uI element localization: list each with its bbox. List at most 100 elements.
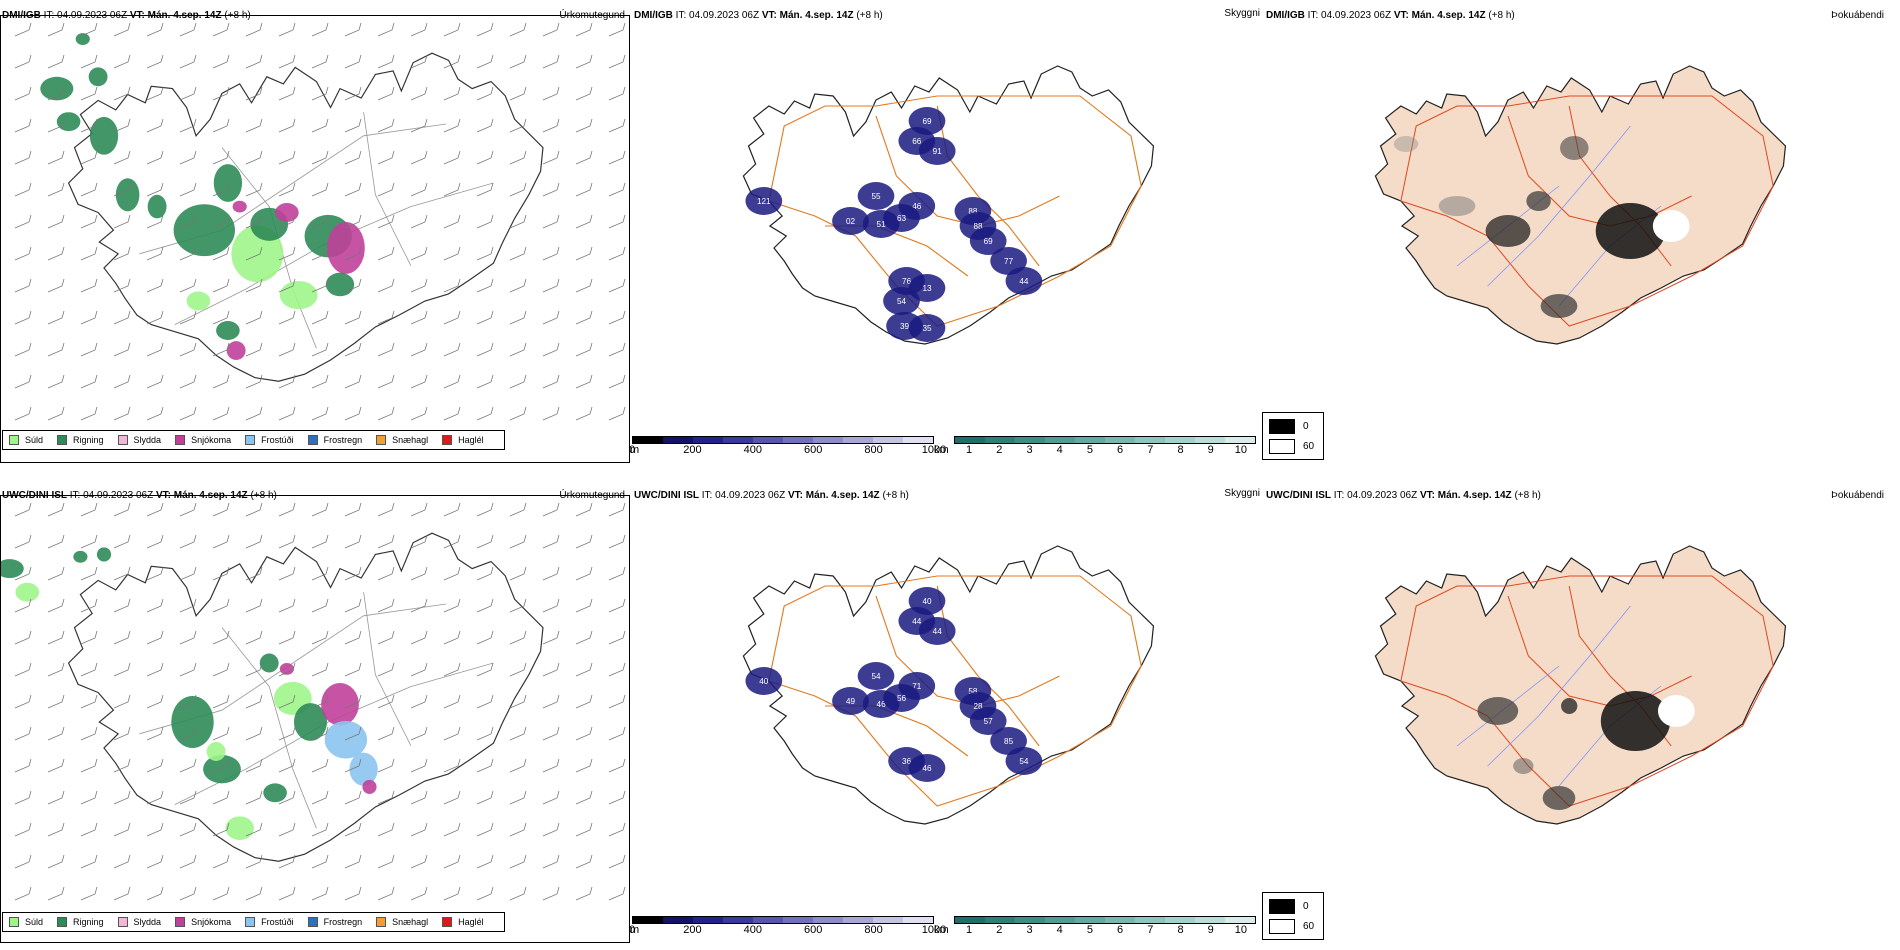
legend-item: Súld <box>9 435 43 445</box>
colorbar-tick: 5 <box>1086 444 1093 456</box>
legend-item: Haglél <box>442 435 484 445</box>
colorbar-tick: 10 <box>1234 924 1248 936</box>
colorbar-tick: 9 <box>1207 924 1214 936</box>
coastline <box>67 532 544 862</box>
precip-area <box>279 663 294 675</box>
visibility-value: 88 <box>973 222 983 231</box>
visibility-value: 44 <box>1019 277 1029 286</box>
colorbar-tick: 1 <box>966 444 973 456</box>
colorbar-tick: 2 <box>996 924 1003 936</box>
fog-area <box>1540 294 1578 318</box>
iceland-fog-map <box>1374 65 1787 345</box>
precip-area <box>327 221 365 274</box>
precip-area <box>349 752 378 786</box>
low-visibility-area <box>857 182 895 210</box>
colorbar-tick: 7 <box>1147 924 1154 936</box>
precip-area <box>203 755 241 784</box>
legend-item: Snjókoma <box>175 917 231 927</box>
legend-item: Frostregn <box>307 435 362 445</box>
legend-item: Snjókoma <box>175 435 231 445</box>
legend-item: Haglél <box>442 917 484 927</box>
visibility-value: 76 <box>902 277 912 286</box>
precip-area <box>321 683 359 726</box>
precip-area <box>263 783 287 803</box>
visibility-value: 54 <box>897 297 907 306</box>
fog-area <box>1595 203 1666 259</box>
visibility-value: 46 <box>877 700 887 709</box>
colorbar-tick: 8 <box>1177 444 1184 456</box>
visibility-value: 49 <box>846 697 856 706</box>
colorbar-tick: 1000 <box>921 924 947 936</box>
panel-title: DMI/IGB IT: 04.09.2023 06Z VT: Mán. 4.se… <box>634 10 883 21</box>
visibility-value: 28 <box>973 702 983 711</box>
colorbar-tick: 5 <box>1086 924 1093 936</box>
precip-area <box>73 550 88 563</box>
precip-area <box>40 76 74 101</box>
colorbar-tick: 400 <box>743 924 762 936</box>
low-visibility-area <box>745 187 783 215</box>
panel-product: Þokuábendi <box>1831 10 1884 21</box>
colorbar-tick: 1000 <box>921 444 947 456</box>
visibility-m-colorbar: 0 200 400 600 800 1000 m <box>628 916 946 940</box>
fog-area <box>1393 136 1419 152</box>
iceland-fog-map <box>1374 545 1787 825</box>
panel-product: Úrkomutegund <box>559 490 625 501</box>
visibility-km-colorbar: 1 2 3 4 5 6 7 8 9 10 km <box>934 436 1256 460</box>
precip-area <box>115 178 140 212</box>
legend-item: Slydda <box>117 435 161 445</box>
fog-area <box>1600 691 1671 751</box>
coastline <box>67 52 544 382</box>
visibility-value: 77 <box>1004 257 1014 266</box>
precip-area <box>279 280 318 310</box>
visibility-value: 57 <box>984 717 994 726</box>
low-visibility-area <box>832 207 869 235</box>
visibility-value: 40 <box>922 597 932 606</box>
colorbar-tick: 10 <box>1234 444 1248 456</box>
colorbar-tick: 4 <box>1056 924 1063 936</box>
legend-item: Snæhagl <box>376 917 428 927</box>
visibility-value: 58 <box>968 687 978 696</box>
precip-area <box>75 33 90 45</box>
precip-map <box>0 15 630 463</box>
precip-area <box>186 291 211 311</box>
colorbar-tick: 600 <box>804 924 823 936</box>
fog-area <box>1477 697 1519 725</box>
visibility-value: 46 <box>922 764 932 773</box>
colorbar-tick: 9 <box>1207 444 1214 456</box>
low-visibility-area <box>745 667 783 695</box>
precip-area <box>362 779 377 794</box>
colorbar-unit: m <box>630 924 640 936</box>
low-visibility-area <box>1005 267 1043 295</box>
panel-dmi-precip: DMI/IGB IT: 04.09.2023 06Z VT: Mán. 4.se… <box>0 0 630 470</box>
precip-area <box>325 272 355 297</box>
precip-area <box>232 200 247 213</box>
legend-item: Slydda <box>117 917 161 927</box>
panel-title: DMI/IGB IT: 04.09.2023 06Z VT: Mán. 4.se… <box>2 10 251 21</box>
visibility-map: 69 66 91 121 88 55 46 02 51 63 88 69 77 44 76 13 54 39 35 <box>632 26 1262 446</box>
visibility-value: 39 <box>900 322 910 331</box>
precip-area <box>88 67 108 87</box>
legend-item: 60 <box>1269 439 1314 454</box>
fog-area <box>1657 695 1695 727</box>
fog-area <box>1485 215 1531 247</box>
fog-map <box>1264 506 1894 926</box>
visibility-value: 121 <box>757 197 771 206</box>
colorbar-tick: 200 <box>683 924 702 936</box>
low-visibility-area <box>969 227 1007 255</box>
precip-area <box>171 696 214 748</box>
visibility-value: 02 <box>846 217 856 226</box>
visibility-value: 44 <box>933 627 943 636</box>
colorbar-tick: 7 <box>1147 444 1154 456</box>
visibility-value: 56 <box>897 694 907 703</box>
visibility-value: 71 <box>912 682 922 691</box>
precip-area <box>226 341 246 361</box>
fog-area <box>1561 698 1578 714</box>
colorbar-tick: 2 <box>996 444 1003 456</box>
colorbar-tick: 0 <box>628 924 636 936</box>
precip-area <box>213 164 243 202</box>
low-visibility-area <box>857 662 895 690</box>
visibility-value: 69 <box>922 117 932 126</box>
visibility-m-colorbar: 0 200 400 600 800 1000 m <box>629 436 946 460</box>
precip-map <box>0 495 630 943</box>
